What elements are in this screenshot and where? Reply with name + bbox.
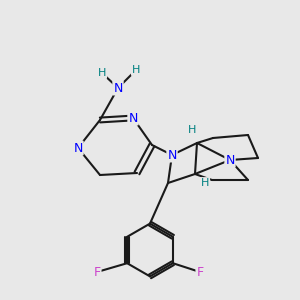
Text: H: H	[188, 125, 196, 135]
Text: N: N	[73, 142, 83, 154]
Text: H: H	[98, 68, 106, 78]
Text: F: F	[196, 266, 204, 278]
Text: N: N	[225, 154, 235, 166]
Text: H: H	[132, 65, 140, 75]
Text: N: N	[167, 148, 177, 161]
Text: F: F	[93, 266, 100, 278]
Text: H: H	[201, 178, 209, 188]
Text: N: N	[128, 112, 138, 124]
Text: N: N	[113, 82, 123, 94]
